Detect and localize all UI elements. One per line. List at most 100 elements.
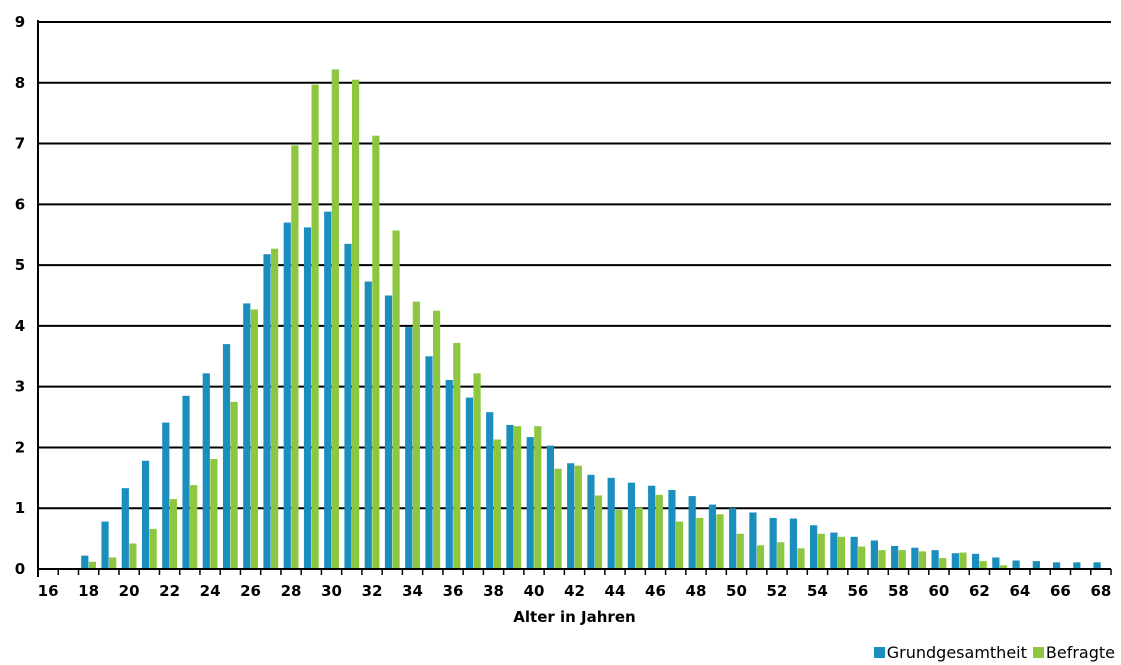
bar-grundgesamtheit [1073, 562, 1081, 569]
bar-grundgesamtheit [364, 281, 372, 569]
bar-befragte [736, 533, 744, 569]
x-tick-label: 36 [443, 582, 464, 600]
bar-grundgesamtheit [992, 557, 1000, 569]
legend-item-grundgesamtheit: Grundgesamtheit [873, 643, 1027, 662]
x-tick-label: 48 [686, 582, 707, 600]
bar-grundgesamtheit [1012, 560, 1020, 569]
bars [38, 69, 1111, 570]
bar-grundgesamtheit [648, 485, 656, 569]
bar-befragte [129, 543, 137, 569]
bar-befragte [352, 79, 360, 569]
bar-grundgesamtheit [101, 521, 109, 569]
bar-befragte [574, 465, 582, 569]
bar-grundgesamtheit [465, 397, 474, 569]
x-tick-label: 22 [159, 582, 180, 600]
bar-grundgesamtheit [1032, 561, 1040, 569]
x-tick-label: 26 [240, 582, 261, 600]
bar-befragte [655, 494, 663, 569]
bar-befragte [210, 458, 218, 569]
bar-befragte [797, 548, 805, 569]
x-tick-label: 32 [362, 582, 383, 600]
x-tick-label: 58 [888, 582, 909, 600]
bar-befragte [918, 551, 927, 569]
bar-befragte [817, 533, 825, 569]
x-tick-label: 34 [402, 582, 423, 600]
bar-befragte [959, 552, 967, 569]
bar-befragte [412, 301, 420, 569]
y-tick-label: 7 [15, 135, 25, 153]
bar-befragte [554, 468, 562, 569]
x-tick-label: 66 [1050, 582, 1071, 600]
bar-grundgesamtheit [729, 508, 737, 569]
bar-grundgesamtheit [81, 555, 89, 569]
x-tick-label: 44 [605, 582, 626, 600]
bar-grundgesamtheit [324, 211, 332, 570]
bar-grundgesamtheit [546, 445, 555, 569]
bar-grundgesamtheit [567, 463, 575, 569]
bar-grundgesamtheit [202, 373, 210, 569]
bar-grundgesamtheit [405, 327, 413, 569]
bar-befragte [169, 499, 177, 569]
bar-grundgesamtheit [931, 550, 939, 569]
bar-befragte [716, 514, 724, 569]
legend-item-befragte: Befragte [1032, 643, 1115, 662]
bar-grundgesamtheit [870, 540, 878, 569]
bar-befragte [432, 310, 441, 569]
bar-grundgesamtheit [911, 547, 919, 569]
bar-grundgesamtheit [708, 504, 717, 569]
bar-grundgesamtheit [1093, 562, 1101, 569]
legend-swatch-grundgesamtheit [873, 647, 885, 658]
bar-grundgesamtheit [182, 395, 190, 569]
y-tick-labels: 0 1 2 3 4 5 6 7 8 9 [15, 13, 25, 578]
x-tick-label: 30 [321, 582, 342, 600]
legend-label-grundgesamtheit: Grundgesamtheit [886, 643, 1027, 662]
x-tick-label: 64 [1009, 582, 1030, 600]
bar-grundgesamtheit [850, 536, 858, 569]
x-tick-label: 24 [200, 582, 221, 600]
bar-grundgesamtheit [607, 477, 615, 569]
y-tick-label: 0 [15, 560, 25, 578]
bar-grundgesamtheit [486, 412, 494, 569]
bar-befragte [898, 550, 906, 569]
gridlines [37, 20, 1112, 577]
bar-befragte [979, 561, 987, 569]
x-tick-label: 20 [119, 582, 140, 600]
bar-befragte [250, 309, 258, 569]
bar-befragte [291, 145, 299, 569]
bar-grundgesamtheit [810, 525, 818, 569]
bar-befragte [473, 373, 481, 569]
bar-befragte [190, 485, 198, 569]
y-tick-label: 8 [15, 74, 25, 92]
bar-grundgesamtheit [445, 379, 453, 569]
x-tick-label: 60 [928, 582, 949, 600]
x-tick-label: 54 [807, 582, 828, 600]
bar-befragte [858, 546, 866, 569]
bar-befragte [999, 565, 1008, 569]
y-tick-label: 5 [15, 256, 25, 274]
bar-grundgesamtheit [344, 243, 352, 570]
x-tick-label: 52 [767, 582, 788, 600]
x-tick-label: 56 [847, 582, 868, 600]
bar-grundgesamtheit [749, 512, 757, 569]
x-axis-title: Alter in Jahren [513, 608, 635, 626]
y-tick-label: 9 [15, 13, 25, 31]
bar-grundgesamtheit [384, 295, 393, 569]
bar-befragte [696, 517, 704, 569]
y-tick-label: 3 [15, 378, 25, 396]
bar-grundgesamtheit [769, 517, 777, 569]
bar-befragte [88, 561, 97, 569]
x-tick-label: 50 [726, 582, 747, 600]
bar-grundgesamtheit [668, 489, 676, 569]
bar-grundgesamtheit [972, 553, 980, 569]
x-tick-label: 68 [1090, 582, 1111, 600]
legend-label-befragte: Befragte [1045, 643, 1115, 662]
bar-grundgesamtheit [526, 437, 534, 569]
bar-grundgesamtheit [951, 553, 959, 569]
bar-befragte [939, 558, 947, 569]
bar-befragte [149, 528, 157, 569]
legend-swatch-befragte [1032, 647, 1044, 658]
bar-befragte [109, 557, 117, 569]
x-tick-label: 42 [564, 582, 585, 600]
bar-befragte [756, 545, 765, 569]
